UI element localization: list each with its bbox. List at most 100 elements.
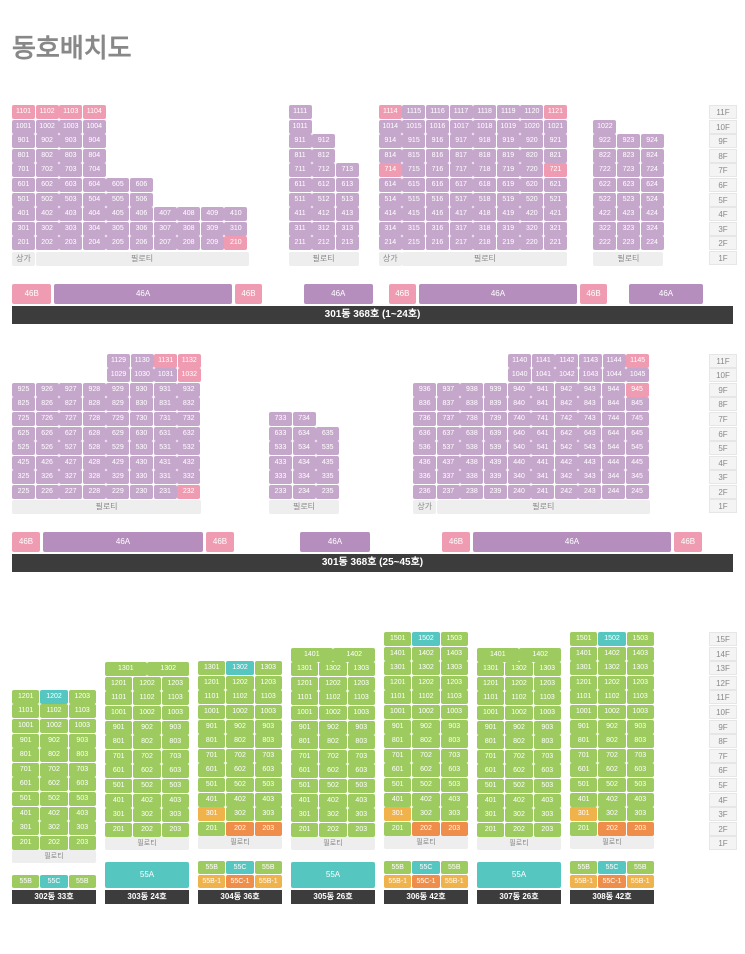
unit-cell: 928 (83, 383, 106, 397)
unit-cell: 723 (617, 163, 640, 177)
unit-cell: 1303 (441, 661, 468, 675)
unit-cell: 830 (130, 397, 153, 411)
unit-cell: 938 (460, 383, 483, 397)
unit-cell: 1001 (198, 705, 225, 719)
unit-cell: 401 (12, 807, 39, 821)
unit-cell: 1003 (162, 706, 189, 720)
unit-cell: 1402 (598, 647, 625, 661)
unit-cell: 325 (12, 470, 35, 484)
unit-cell: 616 (426, 178, 449, 192)
unit-cell: 344 (602, 470, 625, 484)
unit-cell: 942 (555, 383, 578, 397)
unit-cell: 217 (450, 236, 473, 250)
building-label: 302동 33호 (12, 890, 96, 904)
unit-cell: 911 (289, 134, 312, 148)
unit-cell: 319 (497, 222, 520, 236)
unit-cell: 1040 (508, 368, 531, 382)
unit-cell: 343 (578, 470, 601, 484)
unit-cell: 802 (319, 735, 346, 749)
unit-cell: 408 (177, 207, 200, 221)
unit-cell: 1203 (441, 676, 468, 690)
unit-cell: 1140 (508, 354, 531, 368)
unit-cell: 702 (226, 749, 253, 763)
floor-label: 11F (709, 690, 737, 704)
unit-cell: 603 (59, 178, 82, 192)
floor-label: 2F (709, 236, 737, 250)
unit-cell: 1201 (198, 676, 225, 690)
unit-cell: 1011 (289, 120, 312, 134)
unit-cell: 419 (497, 207, 520, 221)
unit-cell: 801 (105, 735, 132, 749)
floor-label: 10F (709, 120, 737, 134)
unit-cell: 1401 (570, 647, 597, 661)
piloti-label: 필로티 (402, 252, 567, 266)
unit-cell: 603 (255, 763, 282, 777)
unit-cell: 1029 (107, 368, 130, 382)
unit-cell: 721 (544, 163, 567, 177)
unit-cell: 427 (59, 456, 82, 470)
unit-cell: 612 (312, 178, 335, 192)
floor-label: 11F (709, 354, 737, 368)
floor-label: 4F (709, 456, 737, 470)
unit-cell: 203 (255, 822, 282, 836)
unit-cell: 714 (379, 163, 402, 177)
unit-cell: 1104 (83, 105, 106, 119)
unit-cell: 221 (544, 236, 567, 250)
unit-cell: 316 (426, 222, 449, 236)
unit-cell: 703 (534, 750, 561, 764)
unit-cell: 1102 (133, 691, 160, 705)
unit-cell: 303 (441, 807, 468, 821)
unit-cell: 518 (473, 193, 496, 207)
unit-cell: 407 (154, 207, 177, 221)
unit-cell: 206 (130, 236, 153, 250)
piloti-label: 필로티 (12, 850, 96, 863)
unit-cell: 944 (602, 383, 625, 397)
unit-cell: 202 (412, 822, 439, 836)
unit-cell: 601 (384, 763, 411, 777)
unit-cell: 703 (59, 163, 82, 177)
floor-label: 6F (709, 763, 737, 777)
unit-cell: 701 (198, 749, 225, 763)
unit-cell: 501 (570, 778, 597, 792)
piloti-label: 필로티 (477, 837, 561, 850)
unit-cell: 424 (641, 207, 664, 221)
unit-cell: 627 (59, 427, 82, 441)
unit-cell: 1303 (534, 662, 561, 676)
unit-cell: 803 (627, 734, 654, 748)
unit-cell: 1101 (570, 690, 597, 704)
unit-cell: 203 (348, 823, 375, 837)
unit-cell: 645 (626, 427, 649, 441)
unit-cell: 630 (130, 427, 153, 441)
unit-cell: 329 (106, 470, 129, 484)
unit-cell: 332 (177, 470, 200, 484)
unit-cell: 1301 (477, 662, 504, 676)
unit-cell: 228 (83, 485, 106, 499)
unit-cell: 306 (130, 222, 153, 236)
unit-cell: 825 (12, 397, 35, 411)
unit-cell: 520 (520, 193, 543, 207)
unit-cell: 916 (426, 134, 449, 148)
unit-cell: 936 (413, 383, 436, 397)
unit-cell: 502 (40, 792, 67, 806)
unit-cell: 802 (598, 734, 625, 748)
unit-cell: 1120 (520, 105, 543, 119)
unit-cell: 701 (384, 749, 411, 763)
unit-cell: 541 (531, 441, 554, 455)
unit-cell: 737 (437, 412, 460, 426)
unit-cell: 201 (384, 822, 411, 836)
unit-cell: 429 (106, 456, 129, 470)
unit-cell: 503 (534, 779, 561, 793)
floor-label: 9F (709, 134, 737, 148)
unit-cell: 613 (336, 178, 359, 192)
unit-cell: 308 (177, 222, 200, 236)
floor-label: 14F (709, 647, 737, 661)
unit-cell: 415 (402, 207, 425, 221)
unit-cell: 533 (269, 441, 292, 455)
unit-cell: 615 (402, 178, 425, 192)
unit-cell: 503 (441, 778, 468, 792)
unit-cell: 802 (36, 149, 59, 163)
unit-cell: 921 (544, 134, 567, 148)
unit-cell: 1103 (255, 690, 282, 704)
unit-cell: 1045 (626, 368, 649, 382)
unit-cell: 301 (105, 808, 132, 822)
